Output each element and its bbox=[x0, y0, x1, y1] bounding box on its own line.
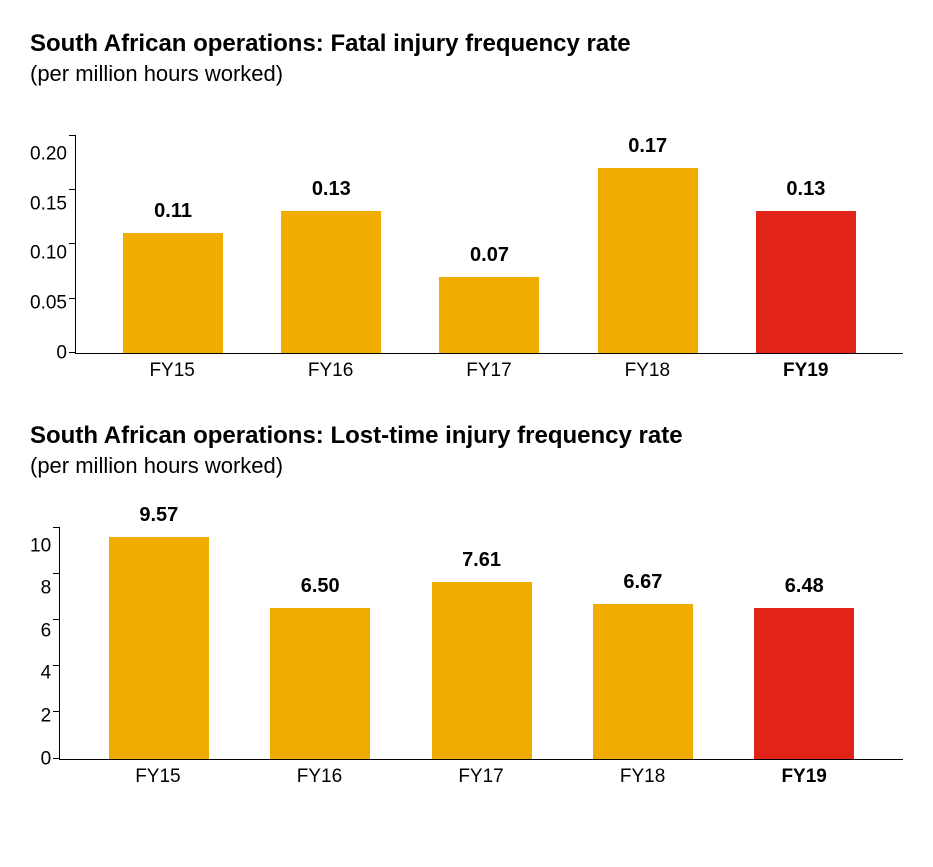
bar-value-label: 0.11 bbox=[154, 200, 192, 223]
chart-block: South African operations: Fatal injury f… bbox=[30, 30, 903, 382]
bar-value-label: 9.57 bbox=[139, 504, 178, 527]
chart-area: 0.20 0.15 0.10 0.05 0 0.11 0.13 0.07 0.17 0.13 FY1… bbox=[30, 105, 903, 382]
y-tick-label: 2 bbox=[41, 706, 52, 725]
bar bbox=[109, 537, 209, 759]
chart-subtitle: (per million hours worked) bbox=[30, 453, 903, 479]
bar-value-label: 0.07 bbox=[470, 244, 509, 267]
bar-slot: 6.48 bbox=[754, 527, 854, 759]
y-tick-label: 8 bbox=[41, 579, 52, 598]
y-tick-marks bbox=[53, 527, 60, 759]
y-tick-label: 0 bbox=[41, 749, 52, 768]
x-axis-label: FY19 bbox=[756, 360, 856, 382]
plot: 0.11 0.13 0.07 0.17 0.13 bbox=[75, 135, 903, 354]
bar bbox=[593, 604, 693, 759]
x-axis-label: FY18 bbox=[597, 360, 697, 382]
bar-slot: 6.67 bbox=[593, 527, 693, 759]
x-axis-label: FY18 bbox=[593, 766, 693, 788]
bar bbox=[432, 582, 532, 759]
x-axis-label: FY17 bbox=[439, 360, 539, 382]
bar bbox=[754, 608, 854, 758]
chart-title: South African operations: Lost-time inju… bbox=[30, 422, 903, 451]
chart-block: South African operations: Lost-time inju… bbox=[30, 422, 903, 788]
y-tick-label: 6 bbox=[41, 621, 52, 640]
bar bbox=[439, 277, 539, 353]
y-tick-label: 0.05 bbox=[30, 294, 67, 313]
bar-value-label: 6.67 bbox=[623, 571, 662, 594]
bar bbox=[281, 211, 381, 353]
y-tick-label: 0 bbox=[56, 343, 67, 362]
chart-subtitle: (per million hours worked) bbox=[30, 61, 903, 87]
chart-area: 10864209.576.507.616.676.48FY15FY16FY17F… bbox=[30, 497, 903, 788]
bar-value-label: 0.13 bbox=[786, 178, 825, 201]
bar-value-label: 0.17 bbox=[628, 135, 667, 158]
bar-slot: 0.11 bbox=[123, 135, 223, 353]
bar bbox=[270, 608, 370, 759]
y-tick-marks bbox=[69, 135, 76, 353]
chart-title: South African operations: Fatal injury f… bbox=[30, 30, 903, 59]
x-axis-label: FY16 bbox=[281, 360, 381, 382]
bar-slot: 0.13 bbox=[281, 135, 381, 353]
bar-value-label: 7.61 bbox=[462, 549, 501, 572]
y-tick-label: 0.20 bbox=[30, 144, 67, 163]
x-axis-label: FY16 bbox=[269, 766, 369, 788]
plot: 9.57 6.50 7.61 6.67 6.48 bbox=[59, 527, 903, 760]
bar bbox=[123, 233, 223, 353]
bar-slot: 7.61 bbox=[432, 527, 532, 759]
bar bbox=[756, 211, 856, 353]
bar-slot: 6.50 bbox=[270, 527, 370, 759]
x-axis-label: FY17 bbox=[431, 766, 531, 788]
y-tick-label: 0.15 bbox=[30, 194, 67, 213]
bar-value-label: 6.50 bbox=[301, 575, 340, 598]
y-tick-label: 10 bbox=[30, 536, 51, 555]
x-axis-label: FY15 bbox=[122, 360, 222, 382]
y-tick-label: 4 bbox=[41, 664, 52, 683]
bar-slot: 0.07 bbox=[439, 135, 539, 353]
bar-value-label: 0.13 bbox=[312, 178, 351, 201]
plot-wrap: 0.11 0.13 0.07 0.17 0.13 FY15 FY16 FY17 FY18 FY19 bbox=[75, 105, 903, 382]
bar-slot: 0.17 bbox=[598, 135, 698, 353]
x-axis: FY15 FY16 FY17 FY18 FY19 bbox=[59, 760, 903, 788]
x-axis-label: FY19 bbox=[754, 766, 854, 788]
bar-slot: 0.13 bbox=[756, 135, 856, 353]
bar bbox=[598, 168, 698, 353]
x-axis-label: FY15 bbox=[108, 766, 208, 788]
plot-wrap: 9.57 6.50 7.61 6.67 6.48 FY15 FY16 FY17 FY18 FY19 bbox=[59, 497, 903, 788]
x-axis: FY15 FY16 FY17 FY18 FY19 bbox=[75, 354, 903, 382]
bar-slot: 9.57 bbox=[109, 527, 209, 759]
bar-value-label: 6.48 bbox=[785, 575, 824, 598]
y-tick-label: 0.10 bbox=[30, 244, 67, 263]
